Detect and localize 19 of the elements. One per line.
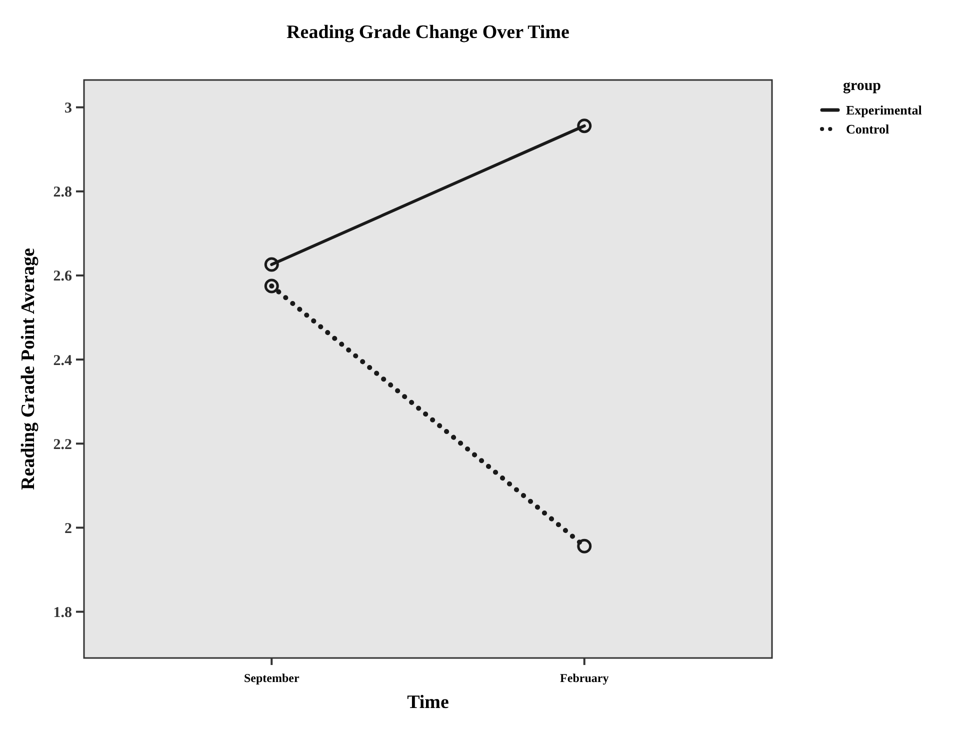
legend-title: group [842, 78, 882, 94]
point [577, 538, 592, 554]
y-tick-label: 2.8 [53, 184, 72, 201]
point [577, 118, 592, 134]
x-tick-label: September [244, 671, 300, 685]
y-tick-label: 2.6 [53, 268, 72, 285]
y-tick-label: 2.2 [53, 436, 72, 453]
x-tick-label: February [560, 671, 609, 685]
legend-label: Control [846, 122, 890, 137]
chart-title: Reading Grade Change Over Time [286, 22, 570, 43]
y-tick-label: 2 [64, 520, 72, 537]
legend-label: Experimental [846, 102, 922, 118]
y-axis-title: Reading Grade Point Average [18, 248, 39, 490]
y-tick-label: 3 [64, 100, 72, 117]
y-tick-label: 2.4 [53, 352, 72, 369]
point [264, 257, 279, 272]
x-axis-title: Time [407, 692, 449, 713]
point [264, 278, 279, 294]
y-tick-label: 1.8 [53, 605, 72, 622]
